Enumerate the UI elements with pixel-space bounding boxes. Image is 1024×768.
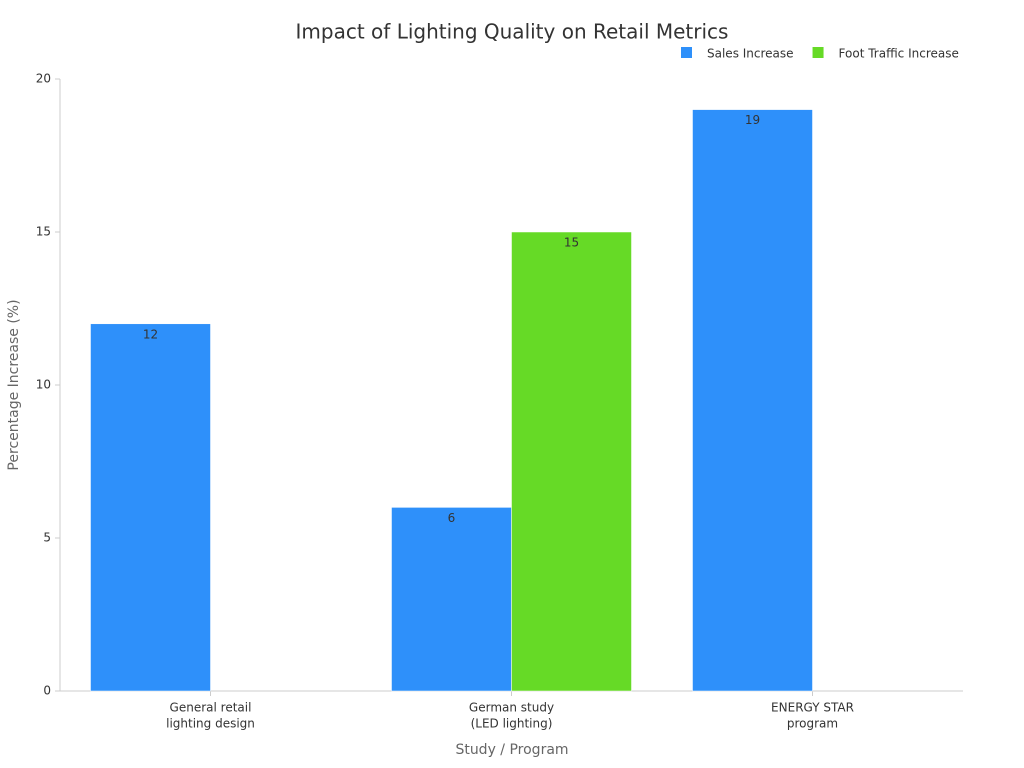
x-tick-label: program [787,717,838,731]
x-tick-label: German study [469,701,554,715]
x-tick-label: lighting design [166,717,255,731]
data-label: 19 [745,113,760,127]
y-axis-label: Percentage Increase (%) [6,299,22,470]
y-tick-label: 0 [43,684,51,698]
data-label: 12 [143,327,158,341]
bar [511,231,632,692]
legend-swatch [812,47,824,58]
y-tick-label: 5 [43,531,51,545]
y-tick-label: 20 [36,72,51,86]
bar [391,507,512,692]
data-label: 15 [564,236,579,250]
y-tick-label: 10 [36,378,51,392]
x-tick-label: ENERGY STAR [771,701,854,715]
chart-title: Impact of Lighting Quality on Retail Met… [296,20,729,44]
x-axis-label: Study / Program [455,742,568,758]
x-tick-label: General retail [170,701,252,715]
bar [90,323,211,692]
legend-label: Sales Increase [707,47,794,61]
legend-label: Foot Traffic Increase [839,47,959,61]
bar [692,109,813,692]
x-tick-label: (LED lighting) [471,717,553,731]
y-tick-label: 15 [36,225,51,239]
data-label: 6 [448,511,456,525]
legend-swatch [681,47,692,58]
